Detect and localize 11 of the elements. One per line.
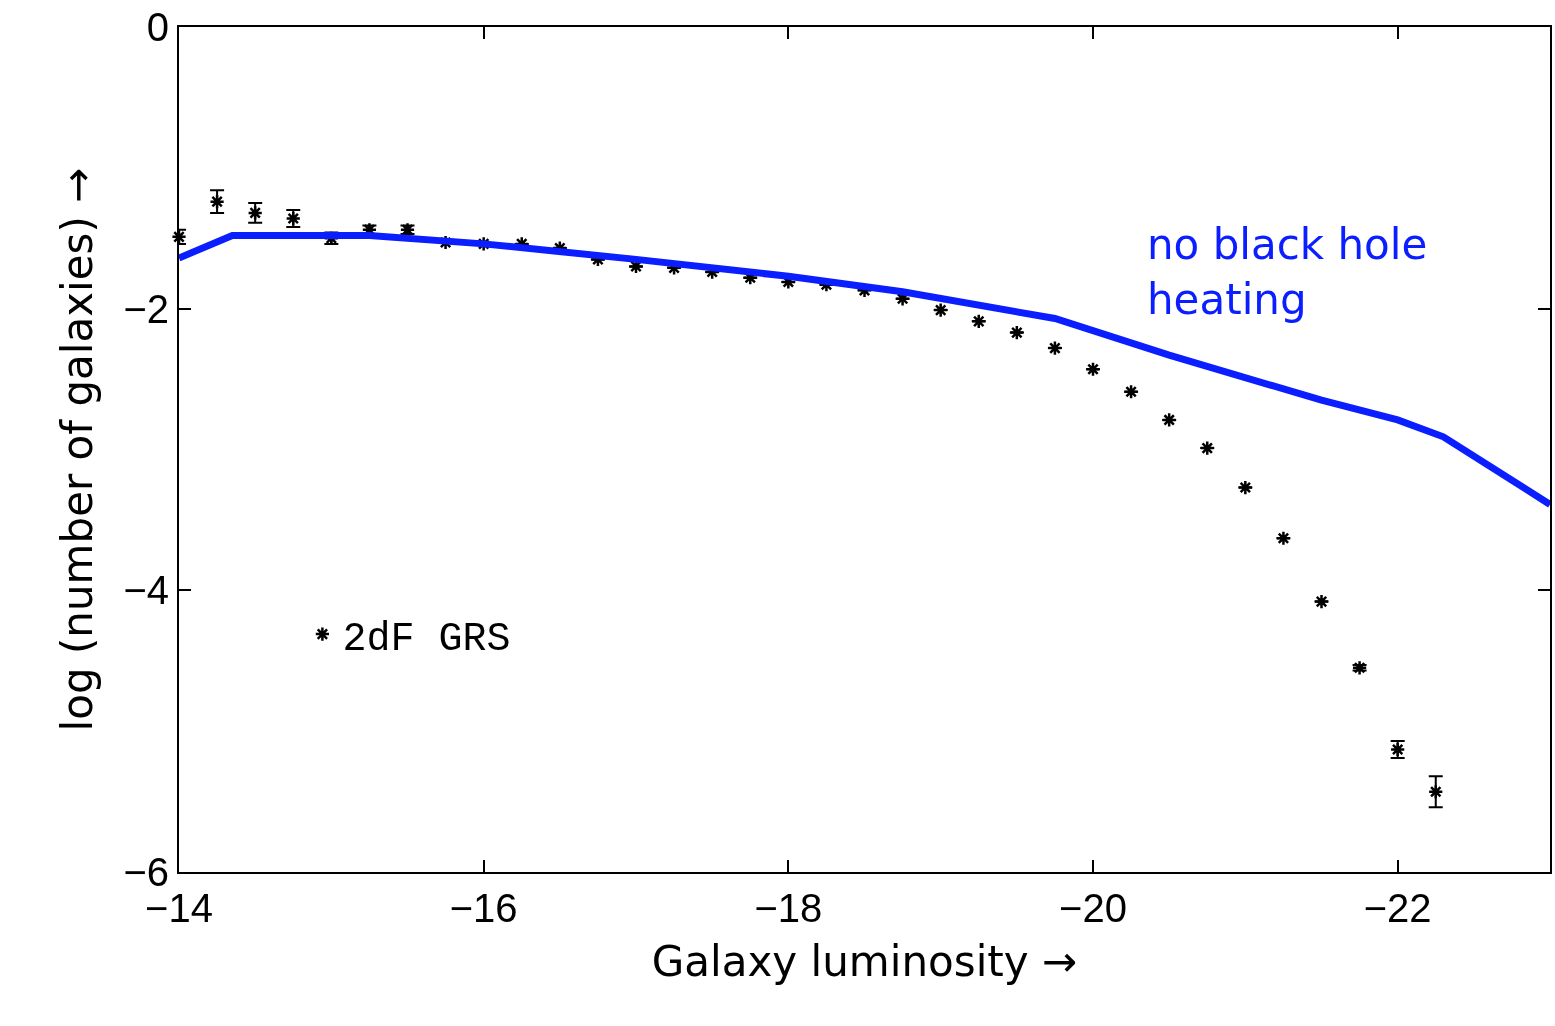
- x-tick-label: −18: [754, 886, 823, 930]
- legend-label: 2dF GRS: [342, 616, 511, 662]
- y-tick-label: 0: [146, 5, 169, 49]
- x-tick-label: −22: [1363, 886, 1432, 930]
- y-tick-label: −4: [123, 568, 169, 613]
- x-tick-label: −20: [1059, 886, 1127, 930]
- x-axis-title: Galaxy luminosity →: [651, 937, 1078, 987]
- y-tick-label: −2: [123, 286, 169, 331]
- annotation: no black hole heating: [1147, 219, 1429, 326]
- y-axis-title: log (number of galaxies) →: [52, 167, 102, 732]
- x-tick-label: −16: [449, 886, 518, 930]
